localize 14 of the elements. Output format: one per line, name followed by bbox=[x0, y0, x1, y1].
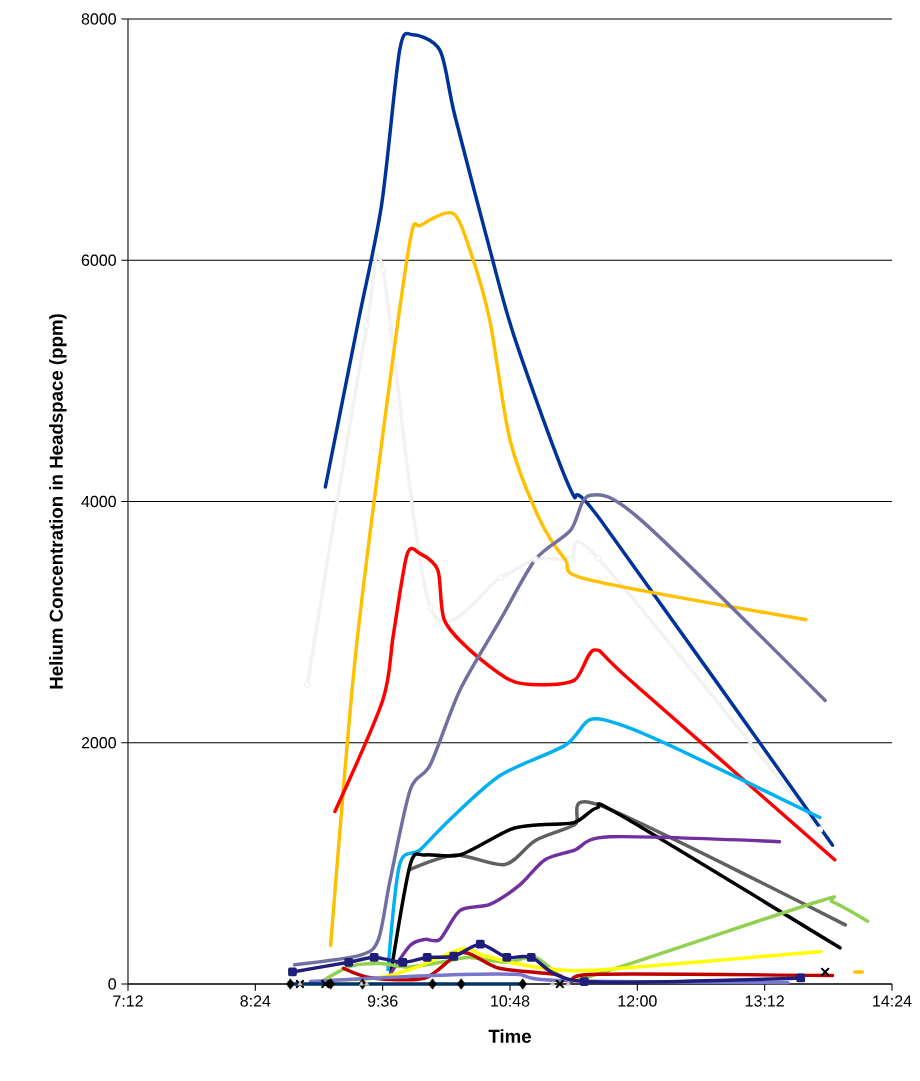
x-tick-label: 7:12 bbox=[113, 995, 143, 1007]
y-axis-title: Helium Concentration in Headspace (ppm) bbox=[49, 314, 67, 689]
x-tick-label: 10:48 bbox=[491, 995, 530, 1007]
y-tick-label: 6000 bbox=[81, 254, 116, 266]
x-axis-title: Time bbox=[488, 1029, 531, 1043]
x-tick-label: 14:24 bbox=[873, 995, 912, 1007]
x-tick-label: 8:24 bbox=[240, 995, 271, 1007]
x-tick-label: 12:00 bbox=[618, 995, 657, 1007]
x-tick-label: 13:12 bbox=[745, 995, 784, 1007]
x-tick-label: 9:36 bbox=[367, 995, 398, 1007]
y-tick-label: 4000 bbox=[81, 495, 116, 508]
y-tick-label: 2000 bbox=[81, 737, 116, 749]
y-tick-label: 8000 bbox=[81, 13, 116, 25]
y-tick-label: 0 bbox=[108, 978, 116, 990]
